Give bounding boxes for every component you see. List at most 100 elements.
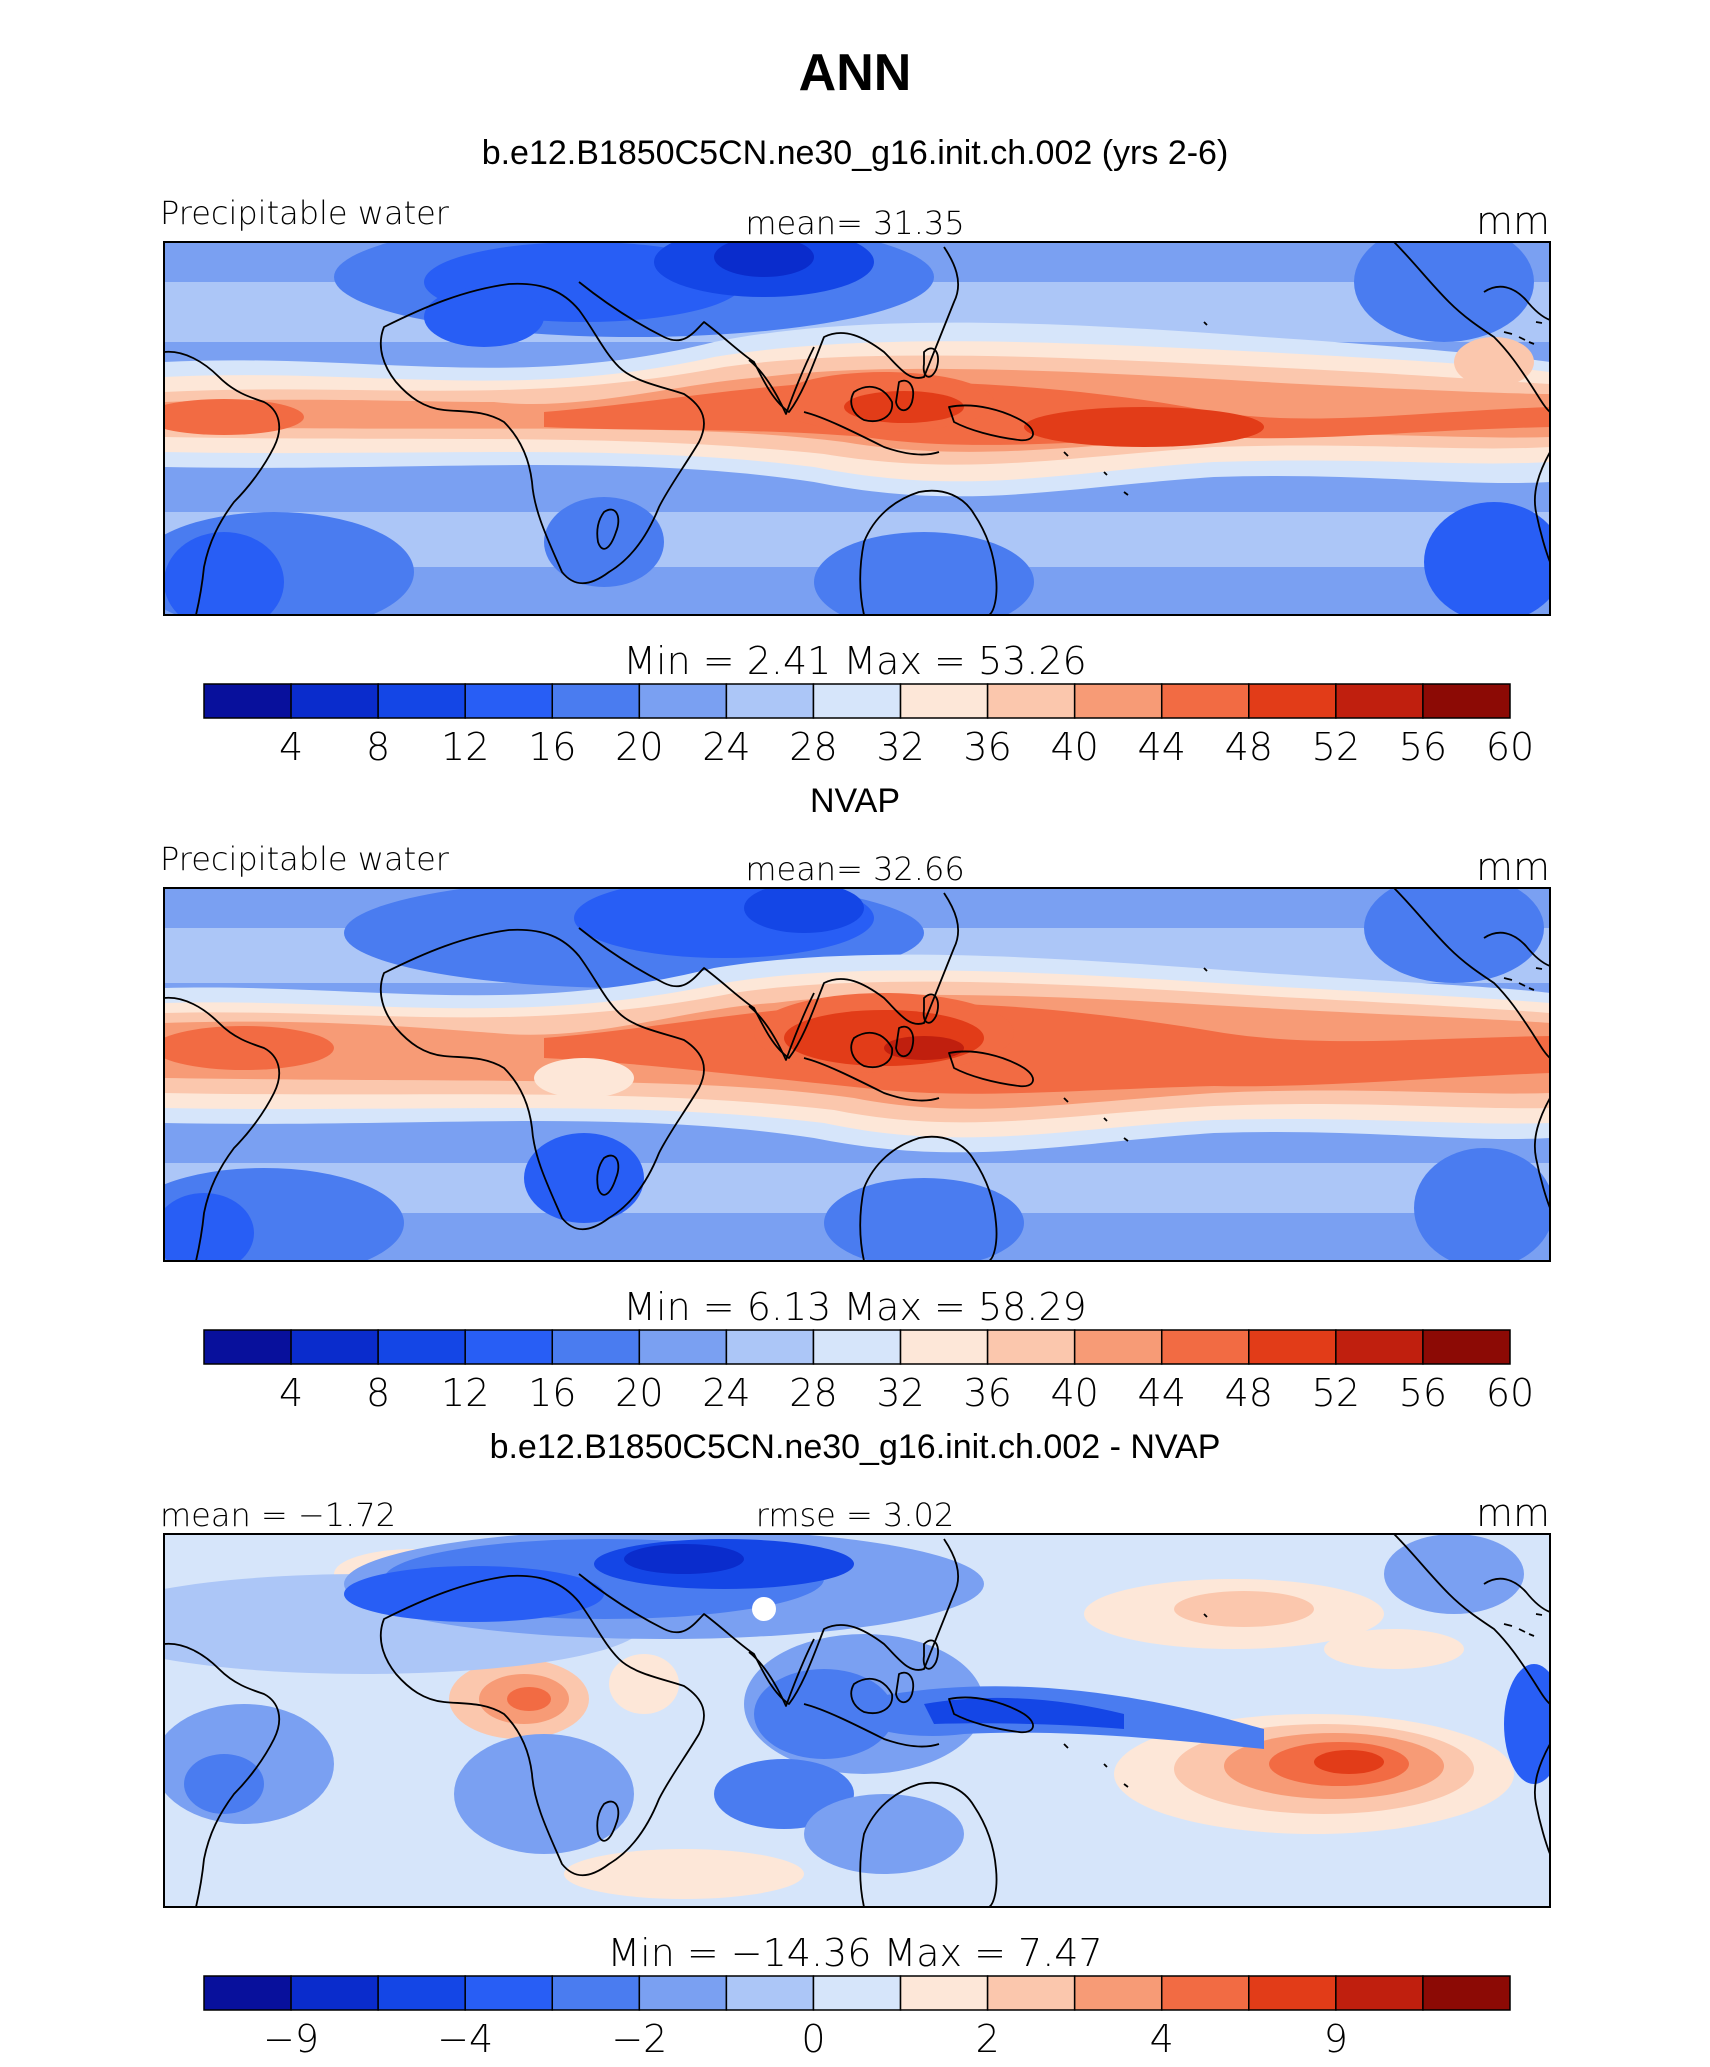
colorbar-3-box-11 [1160, 1975, 1250, 2011]
panel-2: NVAP Precipitable water mean= 32.66 mm [160, 782, 1551, 1415]
colorbar-2-tick-label: 52 [1312, 1371, 1360, 1415]
colorbar-3-box-3 [464, 1975, 554, 2011]
colorbar-2-box-0 [203, 1329, 292, 1365]
panel-3-colorbar: −9 −4 −2 0 2 4 9 [203, 1975, 1511, 2061]
panel-1-map [163, 241, 1551, 616]
colorbar-1-box-10 [1073, 683, 1163, 719]
colorbar-2-box-9 [986, 1329, 1076, 1365]
panel-1-colorbar: 4 8 12 16 20 24 28 32 36 40 44 48 52 56 60 [203, 683, 1534, 769]
colorbar-2-box-4 [551, 1329, 641, 1365]
colorbar-1-tick-label: 48 [1225, 725, 1273, 769]
panel-3-units-label: mm [1476, 1491, 1550, 1535]
colorbar-3-box-14 [1422, 1975, 1511, 2011]
colorbar-1-box-7 [812, 683, 902, 719]
colorbar-3-box-5 [638, 1975, 728, 2011]
figure-title: ANN [799, 44, 912, 102]
colorbar-3-tick-label: −4 [437, 2017, 493, 2061]
colorbar-1-box-0 [203, 683, 292, 719]
colorbar-2-tick-label: 20 [615, 1371, 663, 1415]
colorbar-2-tick-label: 16 [528, 1371, 576, 1415]
colorbar-3-box-6 [725, 1975, 815, 2011]
colorbar-1-box-6 [725, 683, 815, 719]
colorbar-1-box-9 [986, 683, 1076, 719]
colorbar-2-tick-label: 12 [441, 1371, 489, 1415]
colorbar-2-box-13 [1335, 1329, 1424, 1365]
panel-1-subtitle: b.e12.B1850C5CN.ne30_g16.init.ch.002 (yr… [482, 134, 1229, 172]
colorbar-2-tick-label: 60 [1486, 1371, 1534, 1415]
colorbar-3-box-2 [377, 1975, 466, 2011]
colorbar-2-box-6 [725, 1329, 815, 1365]
colorbar-1-box-1 [290, 683, 379, 719]
colorbar-2-box-5 [638, 1329, 728, 1365]
colorbar-1-tick-label: 24 [702, 725, 750, 769]
panel-3-minmax: Min = −14.36 Max = 7.47 [607, 1931, 1102, 1975]
panel-1-frame [163, 241, 1551, 616]
colorbar-1-box-11 [1160, 683, 1250, 719]
colorbar-3-tick-label: 2 [976, 2017, 1000, 2061]
colorbar-2-tick-label: 32 [876, 1371, 924, 1415]
colorbar-3-tick-label: −9 [263, 2017, 319, 2061]
colorbar-3-tick-label: 4 [1150, 2017, 1174, 2061]
panel-1: b.e12.B1850C5CN.ne30_g16.init.ch.002 (yr… [160, 134, 1551, 769]
colorbar-2-tick-label: 56 [1399, 1371, 1447, 1415]
colorbar-2-box-11 [1160, 1329, 1250, 1365]
colorbar-3-box-9 [986, 1975, 1076, 2011]
colorbar-1-box-12 [1248, 683, 1337, 719]
panel-2-frame [163, 887, 1551, 1262]
panel-3-mean-label: mean = −1.72 [160, 1496, 396, 1534]
colorbar-2-box-8 [899, 1329, 989, 1365]
colorbar-2-tick-label: 24 [702, 1371, 750, 1415]
colorbar-1-tick-label: 44 [1138, 725, 1186, 769]
panel-3-frame [163, 1533, 1551, 1908]
colorbar-1-box-4 [551, 683, 641, 719]
colorbar-1-tick-label: 40 [1050, 725, 1098, 769]
panel-2-mean-label: mean= 32.66 [745, 850, 964, 888]
colorbar-1-box-5 [638, 683, 728, 719]
panel-2-map [163, 887, 1551, 1262]
colorbar-1-tick-label: 52 [1312, 725, 1360, 769]
colorbar-1-box-2 [377, 683, 466, 719]
colorbar-3-tick-label: 9 [1324, 2017, 1348, 2061]
colorbar-3-box-12 [1248, 1975, 1337, 2011]
colorbar-1-tick-label: 16 [528, 725, 576, 769]
colorbar-1-tick-label: 32 [876, 725, 924, 769]
colorbar-2-tick-label: 28 [789, 1371, 837, 1415]
colorbar-2-tick-label: 48 [1225, 1371, 1273, 1415]
colorbar-1-tick-label: 4 [279, 725, 303, 769]
colorbar-3-tick-label: 0 [801, 2017, 825, 2061]
colorbar-3-box-1 [290, 1975, 379, 2011]
colorbar-2-box-12 [1248, 1329, 1337, 1365]
colorbar-1-box-8 [899, 683, 989, 719]
colorbar-3-box-10 [1073, 1975, 1163, 2011]
colorbar-1-box-14 [1422, 683, 1511, 719]
colorbar-3-box-4 [551, 1975, 641, 2011]
colorbar-3-box-0 [203, 1975, 292, 2011]
panel-1-minmax: Min = 2.41 Max = 53.26 [623, 639, 1086, 683]
panel-3-map [163, 1533, 1551, 1908]
colorbar-1-tick-label: 12 [441, 725, 489, 769]
panel-3: b.e12.B1850C5CN.ne30_g16.init.ch.002 - N… [160, 1428, 1551, 2061]
panel-1-units-label: mm [1476, 199, 1550, 243]
colorbar-2-box-2 [377, 1329, 466, 1365]
colorbar-1-box-13 [1335, 683, 1424, 719]
colorbar-2-tick-label: 40 [1050, 1371, 1098, 1415]
colorbar-1-tick-label: 20 [615, 725, 663, 769]
colorbar-1-tick-label: 28 [789, 725, 837, 769]
colorbar-2-box-14 [1422, 1329, 1511, 1365]
panel-2-units-label: mm [1476, 845, 1550, 889]
colorbar-1-tick-label: 36 [963, 725, 1011, 769]
colorbar-1-tick-label: 60 [1486, 725, 1534, 769]
colorbar-2-tick-label: 44 [1138, 1371, 1186, 1415]
colorbar-3-box-8 [899, 1975, 989, 2011]
panel-3-subtitle: b.e12.B1850C5CN.ne30_g16.init.ch.002 - N… [490, 1428, 1221, 1466]
colorbar-3-box-7 [812, 1975, 902, 2011]
colorbar-2-box-10 [1073, 1329, 1163, 1365]
panel-1-mean-label: mean= 31.35 [745, 204, 964, 242]
panel-2-variable-label: Precipitable water [160, 840, 450, 878]
panel-1-variable-label: Precipitable water [160, 194, 450, 232]
colorbar-2-box-3 [464, 1329, 554, 1365]
panel-2-colorbar: 4 8 12 16 20 24 28 32 36 40 44 48 52 56 60 [203, 1329, 1534, 1415]
colorbar-2-tick-label: 4 [279, 1371, 303, 1415]
colorbar-1-tick-label: 56 [1399, 725, 1447, 769]
